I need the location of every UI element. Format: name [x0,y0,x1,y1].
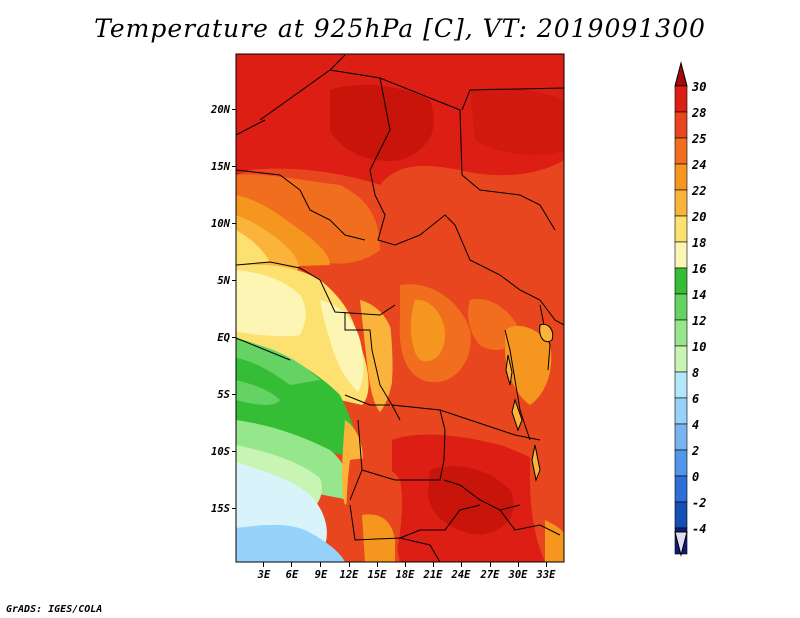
colorbar-over-arrow [674,61,688,87]
lat-label-15s: 15S [211,503,230,515]
colorbar-swatch [674,163,688,191]
colorbar-label-14: 14 [692,288,706,302]
lon-label-6e: 6E [286,569,299,581]
lon-label-33e: 33E [536,569,557,581]
colorbar-label-25: 25 [691,132,706,146]
lat-label-5n: 5N [217,275,230,287]
colorbar-label-20: 20 [691,210,706,224]
colorbar-swatch [674,215,688,243]
temperature-field [236,54,564,562]
colorbar-label-18: 18 [692,236,706,250]
lat-label-20n: 20N [210,104,231,116]
lat-label-10n: 10N [211,218,231,230]
chart-title: Temperature at 925hPa [C], VT: 201909130… [94,14,706,43]
colorbar-label-16: 16 [692,262,706,276]
colorbar-label-neg2: -2 [692,496,706,510]
colorbar-swatch [674,475,688,503]
latitude-axis: 20N 15N 10N 5N EQ 5S 10S 15S [210,104,236,515]
lon-label-30e: 30E [508,569,529,581]
colorbar-swatch [674,345,688,373]
colorbar-swatch [674,397,688,425]
lat-label-eq: EQ [217,332,230,344]
colorbar-swatch [674,111,688,139]
lon-label-12e: 12E [340,569,360,581]
map-frame [235,53,565,563]
colorbar-label-22: 22 [691,184,706,198]
lon-label-18e: 18E [396,569,416,581]
colorbar-label-28: 28 [691,106,706,120]
colorbar-label-12: 12 [692,314,706,328]
lat-label-5s: 5S [217,389,230,401]
colorbar-swatch [674,501,688,529]
colorbar-swatch [674,189,688,217]
colorbar-under-arrow [674,531,688,557]
colorbar-label-8: 8 [692,366,699,380]
lon-label-27e: 27E [480,569,501,581]
lon-label-24e: 24E [451,569,472,581]
colorbar-swatch [674,423,688,451]
grads-credit: GrADS: IGES/COLA [6,604,103,615]
colorbar-label-10: 10 [692,340,706,354]
lon-label-15e: 15E [368,569,388,581]
colorbar-label-neg4: -4 [692,522,706,536]
colorbar-swatch [674,137,688,165]
colorbar-label-2: 2 [691,444,699,458]
country-borders [236,54,564,562]
lat-label-15n: 15N [211,161,231,173]
colorbar: 30 28 25 24 22 20 18 16 14 12 10 8 6 4 2… [674,61,706,557]
colorbar-swatch [674,85,688,113]
lat-label-10s: 10S [211,446,230,458]
colorbar-swatch [674,267,688,295]
colorbar-swatch [674,241,688,269]
lakes [505,323,554,482]
colorbar-label-4: 4 [692,418,699,432]
colorbar-swatch [674,293,688,321]
colorbar-swatch [674,449,688,477]
lon-label-9e: 9E [315,569,328,581]
colorbar-swatch [674,371,688,399]
lon-label-21e: 21E [423,569,444,581]
colorbar-swatch [674,319,688,347]
lon-label-3e: 3E [257,569,271,581]
colorbar-label-24: 24 [691,158,706,172]
colorbar-label-0: 0 [692,470,699,484]
longitude-axis: 3E 6E 9E 12E 15E 18E 21E 24E 27E 30E 33E [257,562,556,581]
colorbar-label-30: 30 [691,80,706,94]
colorbar-label-6: 6 [692,392,699,406]
